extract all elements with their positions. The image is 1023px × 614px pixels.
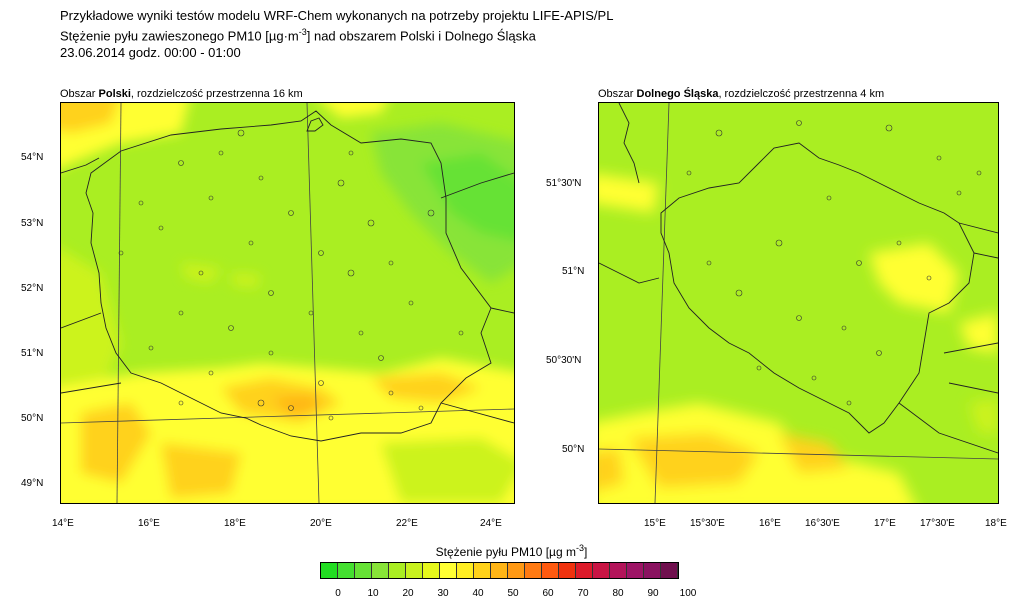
left-map-subtitle-bold: Polski [98, 88, 131, 100]
left-lon-tick: 14°E [52, 518, 74, 529]
colorbar-title-suffix: ] [584, 545, 588, 559]
left-lon-tick: 20°E [310, 518, 332, 529]
colorbar-swatch [440, 563, 457, 578]
poland-map[interactable] [60, 102, 515, 504]
colorbar-swatch [525, 563, 542, 578]
header-subtitle: Stężenie pyłu zawieszonego PM10 [µg·m-3]… [60, 24, 536, 44]
colorbar-swatch [474, 563, 491, 578]
right-lon-tick: 17°30'E [920, 518, 955, 529]
colorbar-label: 30 [437, 588, 449, 599]
colorbar-title-prefix: Stężenie pyłu PM10 [µg m [435, 545, 576, 559]
right-lon-tick: 18°E [985, 518, 1007, 529]
colorbar-label: 10 [367, 588, 379, 599]
colorbar-label: 40 [472, 588, 484, 599]
colorbar-label: 80 [612, 588, 624, 599]
colorbar-swatch [627, 563, 644, 578]
colorbar-swatch [338, 563, 355, 578]
colorbar-swatch [389, 563, 406, 578]
colorbar-swatch [644, 563, 661, 578]
left-lat-tick: 53°N [21, 218, 44, 229]
right-lat-tick: 51°30'N [546, 178, 582, 189]
colorbar-swatch [372, 563, 389, 578]
right-lat-tick: 50°30'N [546, 355, 582, 366]
header-subtitle-suffix: ] nad obszarem Polski i Dolnego Śląska [306, 28, 536, 44]
right-map-subtitle-suffix: , rozdzielczość przestrzenna 4 km [718, 88, 885, 100]
left-lat-tick: 49°N [21, 478, 44, 489]
header-subtitle-sup: -3 [298, 27, 307, 37]
colorbar-swatch [491, 563, 508, 578]
left-lon-tick: 22°E [396, 518, 418, 529]
left-lon-tick: 16°E [138, 518, 160, 529]
colorbar-title-sup: -3 [575, 543, 584, 553]
colorbar-swatch [593, 563, 610, 578]
colorbar-swatch [457, 563, 474, 578]
colorbar-swatch [355, 563, 372, 578]
right-map-subtitle-bold: Dolnego Śląska [636, 88, 719, 100]
right-lat-tick: 50°N [562, 444, 585, 455]
lower-silesia-map[interactable] [598, 102, 999, 504]
left-lat-tick: 50°N [21, 413, 44, 424]
colorbar-swatch [576, 563, 593, 578]
left-lat-tick: 52°N [21, 283, 44, 294]
colorbar-label: 90 [647, 588, 659, 599]
left-map-subtitle-prefix: Obszar [60, 88, 99, 100]
colorbar [320, 562, 679, 579]
left-map-subtitle: Obszar Polski, rozdzielczość przestrzenn… [60, 88, 303, 100]
right-lon-tick: 16°E [759, 518, 781, 529]
colorbar-swatch [423, 563, 440, 578]
colorbar-swatch [661, 563, 678, 578]
left-lat-tick: 51°N [21, 348, 44, 359]
colorbar-label: 100 [679, 588, 697, 599]
left-lon-tick: 24°E [480, 518, 502, 529]
right-map-subtitle: Obszar Dolnego Śląska, rozdzielczość prz… [598, 88, 884, 100]
colorbar-swatch [406, 563, 423, 578]
colorbar-label: 70 [577, 588, 589, 599]
right-lon-tick: 15°30'E [690, 518, 725, 529]
colorbar-swatch [559, 563, 576, 578]
colorbar-swatch [542, 563, 559, 578]
colorbar-swatch [321, 563, 338, 578]
header-date: 23.06.2014 godz. 00:00 - 01:00 [60, 45, 241, 60]
colorbar-swatch [508, 563, 525, 578]
colorbar-label: 20 [402, 588, 414, 599]
left-map-subtitle-suffix: , rozdzielczość przestrzenna 16 km [130, 88, 303, 100]
colorbar-label: 50 [507, 588, 519, 599]
colorbar-title: Stężenie pyłu PM10 [µg m-3] [0, 543, 1023, 559]
colorbar-label: 60 [542, 588, 554, 599]
right-map-subtitle-prefix: Obszar [598, 88, 637, 100]
right-lat-tick: 51°N [562, 266, 585, 277]
header-title: Przykładowe wyniki testów modelu WRF-Che… [60, 8, 614, 23]
colorbar-label: 0 [335, 588, 341, 599]
header-subtitle-prefix: Stężenie pyłu zawieszonego PM10 [µg·m [60, 28, 299, 44]
left-lat-tick: 54°N [21, 152, 44, 163]
right-lon-tick: 15°E [644, 518, 666, 529]
left-lon-tick: 18°E [224, 518, 246, 529]
right-lon-tick: 16°30'E [805, 518, 840, 529]
colorbar-swatch [610, 563, 627, 578]
right-lon-tick: 17°E [874, 518, 896, 529]
